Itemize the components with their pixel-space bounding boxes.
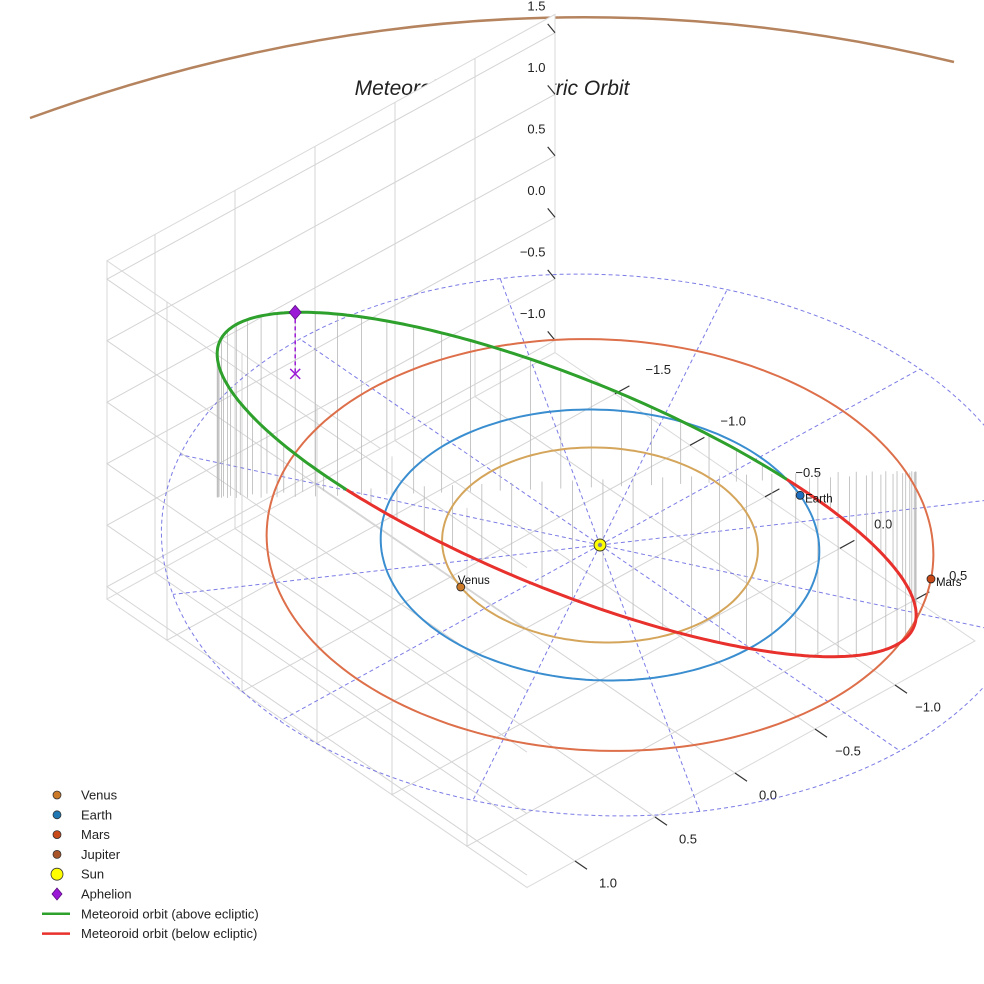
- legend-label: Sun: [81, 867, 104, 882]
- legend-label: Venus: [81, 788, 118, 803]
- grid-line-x: [166, 301, 616, 642]
- grid-line-z: [106, 155, 556, 692]
- grid-line-z: [106, 278, 556, 815]
- reference-spoke: [599, 544, 984, 629]
- venus-marker: [456, 582, 466, 592]
- z-tick-label: 0.5: [527, 121, 545, 136]
- grid-line-x: [466, 507, 916, 848]
- y-tick-label: 1.0: [599, 876, 617, 891]
- x-tick: [839, 539, 855, 549]
- y-tick-label: −0.5: [835, 744, 861, 759]
- grid-line-x: [391, 456, 841, 796]
- y-tick-label: 0.5: [679, 832, 697, 847]
- legend-label: Mars: [81, 827, 110, 842]
- sun-core: [597, 542, 603, 548]
- axis-ticks: −1.5 −1.0 −0.5 0.0 0.5 −1.0 −0.5 0.0 0.5 1.0 −1.0 −…: [520, 0, 967, 891]
- legend-label: Aphelion: [81, 887, 132, 902]
- z-tick-label: −0.5: [520, 244, 546, 259]
- reference-spoke: [172, 544, 601, 595]
- aphelion-marker: [288, 304, 302, 321]
- x-tick-label: −0.5: [795, 465, 821, 480]
- legend-marker: [52, 850, 62, 859]
- venus-label: Venus: [458, 575, 490, 587]
- legend-marker: [51, 887, 63, 901]
- y-tick-label: 0.0: [759, 788, 777, 803]
- x-tick: [689, 436, 705, 446]
- z-tick-label: 1.5: [527, 0, 545, 13]
- y-tick: [654, 816, 668, 826]
- legend-label: Earth: [81, 807, 112, 822]
- grid-line-z: [106, 93, 556, 630]
- z-tick: [547, 84, 556, 95]
- grid-line-y: [314, 146, 736, 774]
- grid-line-z: [106, 339, 556, 876]
- legend: Venus Earth Mars Jupiter Sun Aphelion Meteoroi…: [42, 788, 259, 941]
- legend-marker: [52, 830, 62, 839]
- body-markers: Venus Earth Mars: [288, 304, 962, 592]
- z-tick: [547, 330, 556, 341]
- x-tick-label: −1.0: [720, 414, 746, 429]
- meteoroid-orbit-below: [345, 478, 918, 659]
- y-tick: [894, 684, 908, 694]
- jupiter-orbit-arc: [29, 15, 955, 120]
- y-tick-label: −1.0: [915, 700, 941, 715]
- legend-marker: [52, 790, 62, 800]
- earth-orbit: [379, 408, 821, 682]
- legend-label: Meteoroid orbit (above ecliptic): [81, 906, 259, 921]
- earth-label: Earth: [805, 493, 833, 505]
- z-tick-label: −1.0: [520, 306, 546, 321]
- reference-spoke: [599, 500, 984, 546]
- mars-orbit: [265, 338, 935, 752]
- mars-marker: [926, 574, 936, 584]
- reference-spoke: [599, 544, 901, 752]
- reference-spoke: [180, 454, 601, 546]
- reference-spoke: [299, 338, 601, 546]
- y-tick: [574, 860, 588, 870]
- grid-line-y: [154, 234, 576, 862]
- aphelion-projection-cross: [289, 368, 301, 380]
- venus-orbit: [441, 446, 759, 644]
- z-tick: [547, 146, 556, 157]
- legend-marker: [52, 810, 62, 820]
- x-tick-label: 0.0: [874, 517, 892, 532]
- z-tick-label: 0.0: [527, 183, 545, 198]
- x-tick-label: 0.5: [949, 568, 967, 583]
- legend-label: Meteoroid orbit (below ecliptic): [81, 926, 257, 941]
- y-tick: [734, 772, 748, 782]
- z-tick-label: 1.0: [527, 60, 545, 75]
- legend-marker: [50, 867, 64, 881]
- z-tick: [547, 23, 556, 34]
- reference-circle: [160, 273, 984, 817]
- x-tick-label: −1.5: [645, 362, 671, 377]
- z-tick: [547, 207, 556, 218]
- grid-line-z: [106, 216, 556, 753]
- grid-line-y: [474, 58, 896, 686]
- planet-orbits: [265, 338, 935, 752]
- mars-label: Mars: [936, 577, 962, 589]
- legend-label: Jupiter: [81, 847, 121, 862]
- grid-line-y: [234, 190, 656, 818]
- earth-marker: [795, 490, 805, 500]
- z-tick: [547, 269, 556, 280]
- y-tick: [814, 728, 828, 738]
